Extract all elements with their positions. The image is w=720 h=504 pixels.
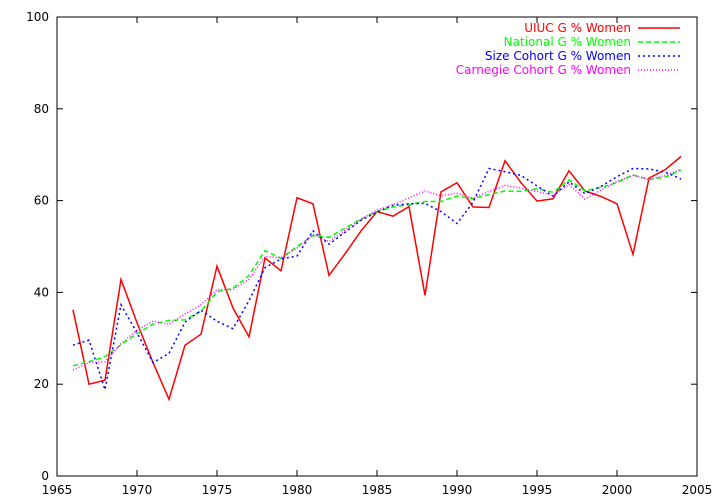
series-line — [72, 155, 682, 402]
series-line — [72, 169, 682, 367]
x-tick-label: 1965 — [42, 483, 73, 497]
legend-label: National G % Women — [504, 35, 631, 49]
x-tick-label: 1985 — [362, 483, 393, 497]
series-line — [72, 167, 682, 390]
x-tick-label: 2000 — [602, 483, 633, 497]
series-line — [72, 168, 682, 371]
y-tick-label: 0 — [41, 469, 49, 483]
x-tick-label: 1990 — [442, 483, 473, 497]
plot-frame — [56, 16, 698, 477]
legend-label: Size Cohort G % Women — [485, 49, 631, 63]
axis-ticks: 1965 1970 1975 1980 1985 1990 1995 2000 2005 0 20 4… — [26, 10, 712, 497]
x-tick-label: 1975 — [202, 483, 233, 497]
x-tick-label: 1970 — [122, 483, 153, 497]
y-tick-label: 40 — [34, 285, 49, 299]
x-tick-label: 1995 — [522, 483, 553, 497]
y-tick-label: 60 — [34, 194, 49, 208]
y-tick-label: 20 — [34, 377, 49, 391]
legend-label: Carnegie Cohort G % Women — [456, 63, 631, 77]
y-tick-label: 100 — [26, 10, 49, 24]
x-tick-label: 1980 — [282, 483, 313, 497]
series-lines — [72, 155, 682, 402]
y-tick-label: 80 — [34, 102, 49, 116]
x-tick-label: 2005 — [682, 483, 713, 497]
legend-label: UIUC G % Women — [524, 21, 631, 35]
